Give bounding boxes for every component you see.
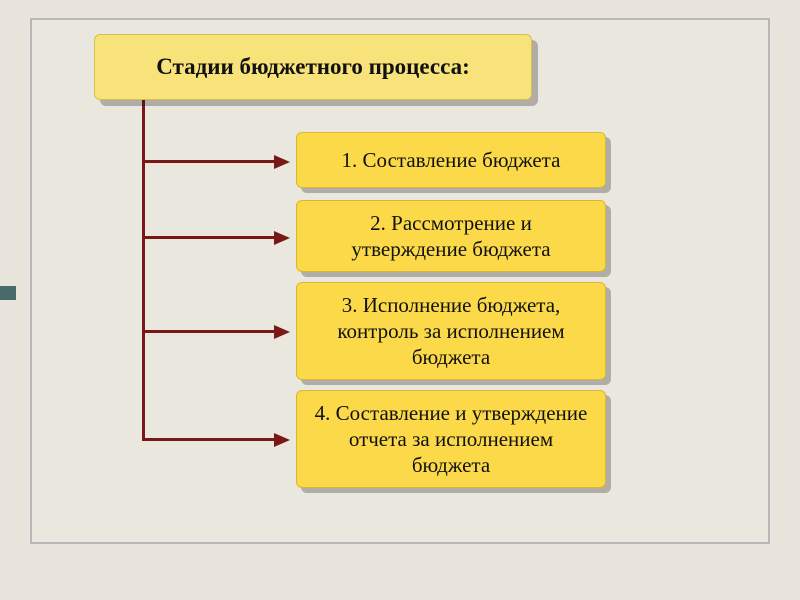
connector-vertical bbox=[142, 100, 145, 441]
connector-arrow-line-3 bbox=[142, 330, 276, 333]
connector-arrow-line-1 bbox=[142, 160, 276, 163]
connector-arrow-head-4 bbox=[274, 433, 290, 447]
stage-label-1: 1. Составление бюджета bbox=[342, 147, 561, 173]
stage-label-3: 3. Исполнение бюджета, контроль за испол… bbox=[311, 292, 591, 371]
connector-arrow-line-4 bbox=[142, 438, 276, 441]
connector-arrow-head-2 bbox=[274, 231, 290, 245]
slide-sidebar-mark bbox=[0, 286, 16, 300]
title-label: Стадии бюджетного процесса: bbox=[156, 53, 470, 82]
stage-box-4: 4. Составление и утверждение отчета за и… bbox=[296, 390, 606, 488]
title-box: Стадии бюджетного процесса: bbox=[94, 34, 532, 100]
stage-box-3: 3. Исполнение бюджета, контроль за испол… bbox=[296, 282, 606, 380]
stage-label-2: 2. Рассмотрение и утверждение бюджета bbox=[311, 210, 591, 263]
connector-arrow-head-3 bbox=[274, 325, 290, 339]
connector-arrow-head-1 bbox=[274, 155, 290, 169]
stage-box-2: 2. Рассмотрение и утверждение бюджета bbox=[296, 200, 606, 272]
stage-label-4: 4. Составление и утверждение отчета за и… bbox=[311, 400, 591, 479]
stage-box-1: 1. Составление бюджета bbox=[296, 132, 606, 188]
connector-arrow-line-2 bbox=[142, 236, 276, 239]
